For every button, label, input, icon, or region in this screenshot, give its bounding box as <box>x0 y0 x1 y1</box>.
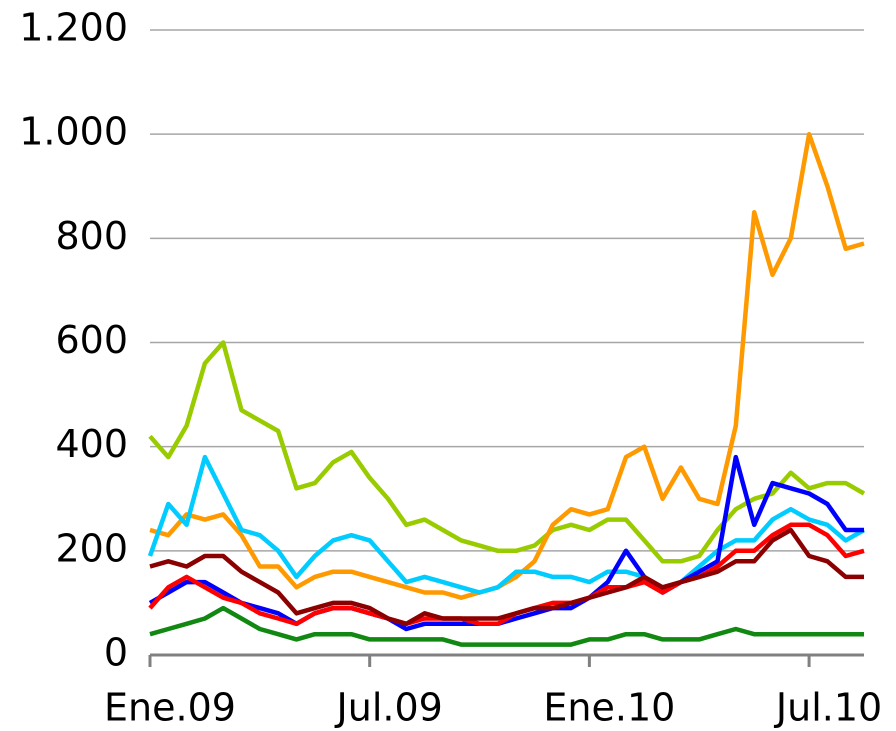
y-tick-label: 0 <box>104 631 128 675</box>
x-tick-label: Jul.09 <box>335 686 443 730</box>
x-tick-label: Ene.09 <box>104 686 236 730</box>
y-tick-label: 1.200 <box>19 6 128 50</box>
series-line <box>149 131 865 600</box>
y-tick-label: 400 <box>55 422 128 466</box>
x-tick-label: Jul.10 <box>774 686 882 730</box>
series-line <box>148 522 865 627</box>
x-tick-label: Ene.10 <box>543 686 675 730</box>
y-tick-label: 200 <box>55 526 128 570</box>
series-line <box>149 527 864 627</box>
series-line <box>148 340 866 564</box>
series-line <box>148 454 864 632</box>
series-line <box>149 605 864 647</box>
y-tick-label: 1.000 <box>19 110 128 154</box>
y-tick-label: 600 <box>55 318 128 362</box>
y-tick-label: 800 <box>55 214 128 258</box>
series-line <box>147 454 866 595</box>
